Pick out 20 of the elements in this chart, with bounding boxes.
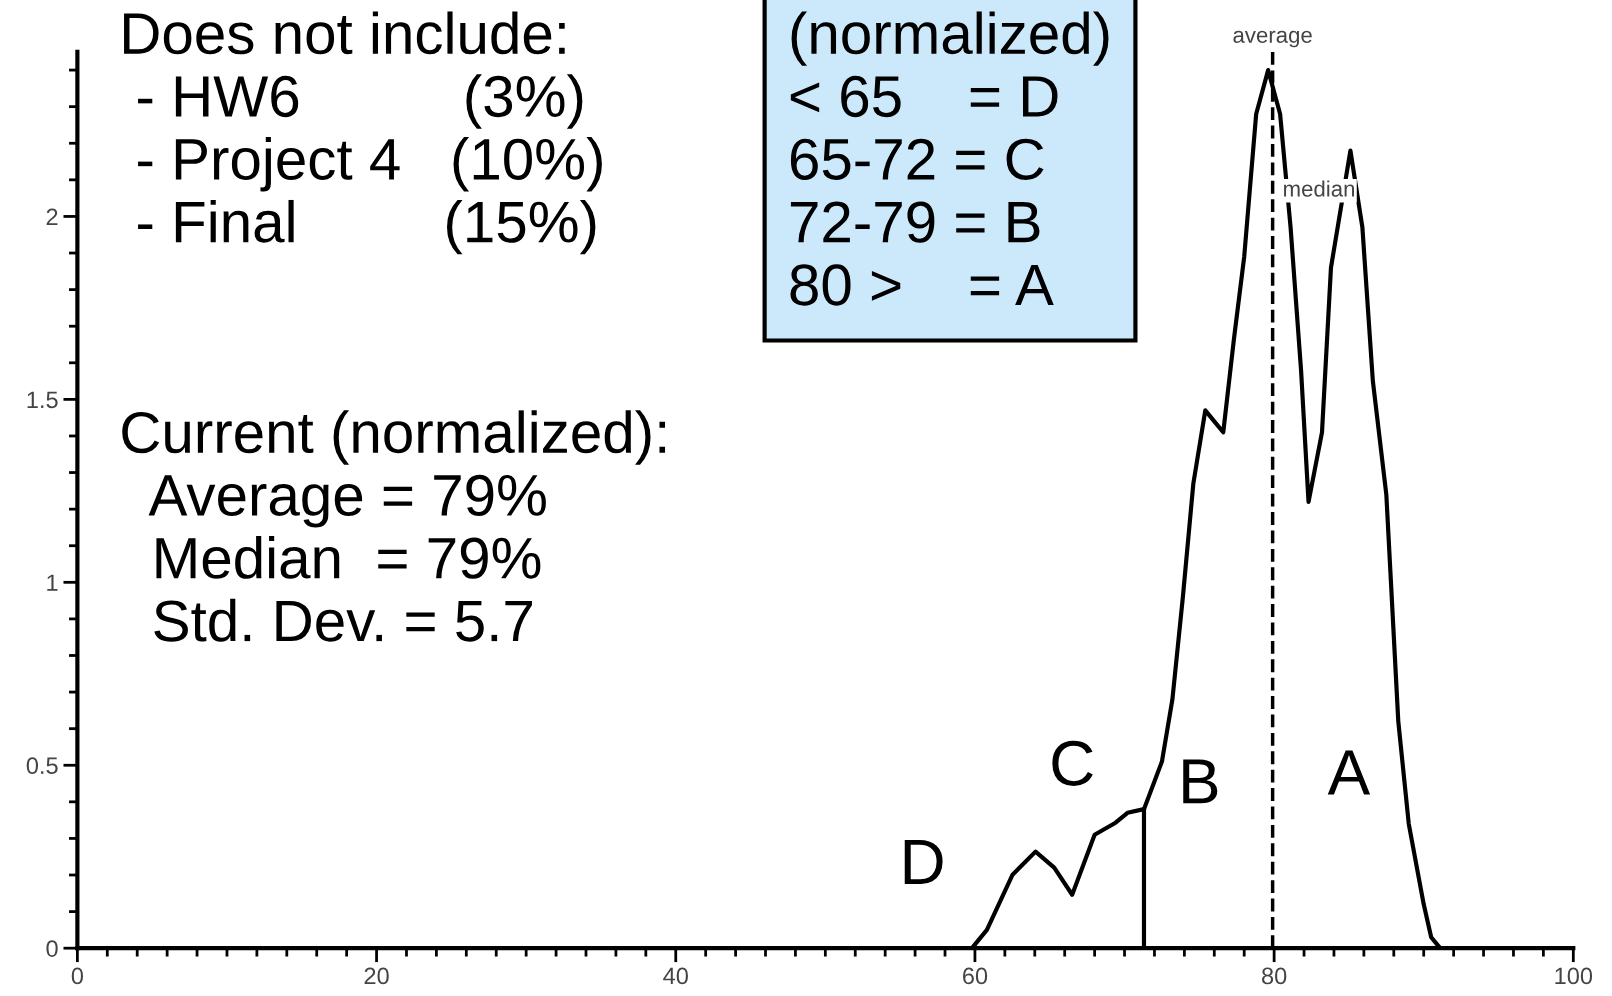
x-tick-label: 80	[1262, 967, 1287, 985]
annotation: C	[1052, 740, 1093, 787]
annotation: Current (normalized): Average = 79% Median = 79% Std. Dev. = 5.7	[122, 410, 666, 642]
x-tick-label: 60	[963, 967, 988, 985]
y-tick-label: 0.5	[26, 757, 58, 775]
y-tick-label: 2	[46, 208, 58, 225]
x-tick-label: 40	[663, 967, 688, 985]
y-tick-label: 1	[47, 574, 58, 591]
x-tick-label: 100	[1555, 967, 1593, 985]
annotation: A	[1327, 750, 1371, 795]
annotation: median	[1284, 180, 1355, 197]
x-tick-label: 20	[364, 967, 389, 985]
x-tick-label: 0	[71, 967, 84, 985]
y-tick-label: 1.5	[27, 391, 58, 409]
ref-line-label: average	[1233, 30, 1312, 48]
annotation: D	[904, 840, 943, 885]
annotation: B	[1183, 759, 1218, 804]
annotation: Does not include: - HW6 (3%) - Project 4 (10%) - Final (15%)	[124, 11, 602, 255]
y-tick-label: 0	[46, 940, 58, 957]
annotation: (normalized) < 65 = D 65-72 = C 72-79 = B 80 > = A	[790, 11, 1109, 306]
